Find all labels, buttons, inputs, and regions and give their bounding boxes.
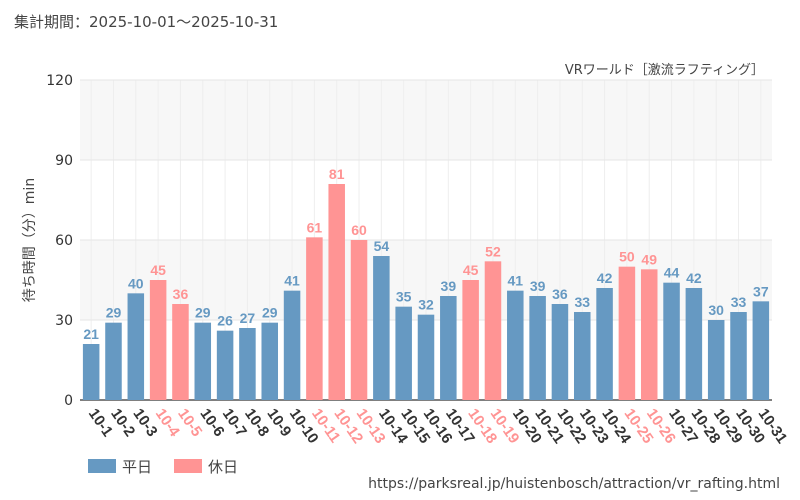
data-label: 60 [351, 222, 367, 238]
data-label: 45 [463, 262, 479, 278]
data-label: 54 [374, 238, 390, 254]
data-label: 42 [597, 270, 613, 286]
y-tick-label: 60 [55, 233, 73, 249]
data-label: 35 [396, 289, 412, 305]
y-tick-label: 0 [64, 393, 73, 409]
legend: 平日 休日 [88, 458, 238, 476]
bar [707, 320, 725, 400]
x-tick-label: 10-1 [85, 406, 116, 440]
bar [640, 269, 658, 400]
data-label: 32 [418, 297, 434, 313]
bar [149, 280, 167, 400]
data-label: 36 [173, 286, 189, 302]
bar [573, 312, 591, 400]
bar [529, 296, 546, 400]
y-axis-label: 待ち時間（分）min [22, 178, 38, 302]
data-label: 33 [731, 294, 747, 310]
data-label: 29 [106, 305, 122, 321]
legend-label-weekday: 平日 [122, 458, 152, 476]
data-label: 41 [284, 273, 300, 289]
attraction-label: VRワールド［激流ラフティング］ [565, 63, 764, 78]
bar [306, 237, 323, 400]
bar [283, 290, 301, 400]
y-tick-label: 30 [55, 313, 73, 329]
data-label: 27 [240, 310, 256, 326]
data-label: 49 [641, 251, 657, 267]
y-tick-label: 120 [46, 73, 73, 89]
bar [596, 288, 613, 400]
bar [105, 322, 122, 400]
bar [440, 296, 457, 400]
bar [752, 301, 770, 400]
bar [350, 240, 368, 400]
legend-label-holiday: 休日 [208, 458, 238, 476]
data-label: 29 [262, 305, 278, 321]
source-url: https://parksreal.jp/huistenbosch/attrac… [368, 476, 780, 492]
plot-area: 03060901202110-12910-24010-34510-43610-5… [46, 73, 790, 447]
bar [373, 256, 390, 400]
data-label: 30 [708, 302, 724, 318]
data-label: 44 [664, 265, 680, 281]
bar [194, 322, 212, 400]
data-label: 41 [508, 273, 524, 289]
data-label: 52 [485, 243, 501, 259]
bar [551, 304, 569, 400]
data-label: 33 [574, 294, 590, 310]
bar [216, 330, 234, 400]
data-label: 40 [128, 275, 144, 291]
data-label: 50 [619, 249, 635, 265]
data-label: 39 [530, 278, 546, 294]
bar [730, 312, 747, 400]
data-label: 61 [307, 219, 323, 235]
data-label: 45 [150, 262, 166, 278]
period-label: 集計期間：2025-10-01～2025-10-31 [14, 13, 278, 31]
data-label: 37 [753, 283, 769, 299]
data-label: 42 [686, 270, 702, 286]
bar [172, 304, 189, 400]
data-label: 21 [83, 326, 99, 342]
data-label: 29 [195, 305, 211, 321]
data-label: 39 [441, 278, 457, 294]
legend-swatch-holiday [174, 459, 202, 473]
bar [127, 293, 145, 400]
data-label: 81 [329, 166, 345, 182]
data-label: 26 [217, 313, 233, 329]
bar [462, 280, 479, 400]
bar [328, 184, 345, 400]
bar [618, 266, 636, 400]
y-tick-label: 90 [55, 153, 73, 169]
bar [82, 344, 100, 400]
bar [261, 322, 279, 400]
bar [239, 328, 256, 400]
bar [507, 290, 524, 400]
bar [685, 288, 703, 400]
legend-swatch-weekday [88, 459, 116, 473]
bar [663, 282, 680, 400]
data-label: 36 [552, 286, 568, 302]
bar [395, 306, 412, 400]
bar [484, 261, 502, 400]
bar [417, 314, 435, 400]
